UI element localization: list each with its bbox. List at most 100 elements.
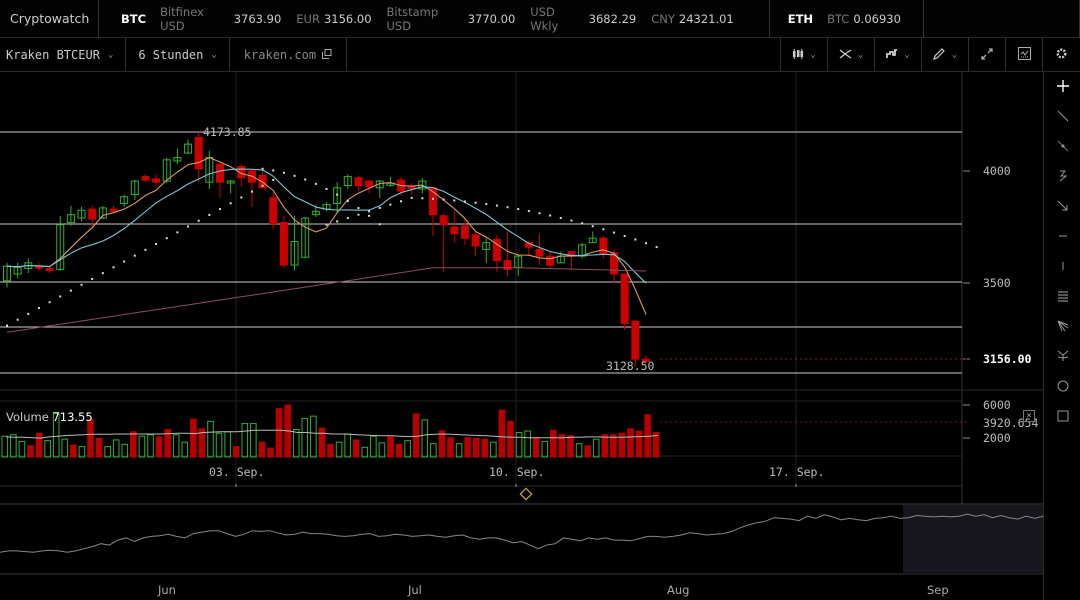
sar-dot xyxy=(69,289,72,292)
volume-bar xyxy=(215,432,223,458)
ray-tool[interactable] xyxy=(1044,132,1080,162)
rectangle-tool[interactable] xyxy=(1044,402,1080,432)
sar-dot xyxy=(282,171,285,174)
sar-dot xyxy=(155,243,158,246)
volume-bar xyxy=(361,446,369,458)
price-tick-4000: 4000 xyxy=(983,164,1011,178)
draw-button[interactable]: ⌄ xyxy=(922,38,969,72)
volume-bar xyxy=(387,436,394,458)
vertical-line-tool[interactable] xyxy=(1044,252,1080,282)
date-tick: 03. Sep. xyxy=(209,465,265,479)
line-tool[interactable] xyxy=(1044,102,1080,132)
candle-body xyxy=(492,238,501,262)
volume-bar xyxy=(61,438,69,458)
sar-dot xyxy=(538,212,541,215)
candle-body xyxy=(375,180,384,189)
volume-bar xyxy=(412,413,420,458)
volume-bar xyxy=(515,431,523,458)
settings-button[interactable] xyxy=(1043,38,1080,72)
volume-bar xyxy=(541,440,549,458)
sar-dot xyxy=(432,197,434,200)
quote-value[interactable]: 3682.29 xyxy=(588,11,637,26)
fib-fan-tool[interactable] xyxy=(1044,342,1080,372)
volume-bar xyxy=(464,437,471,458)
screenshot-button[interactable] xyxy=(1006,38,1043,72)
interval-select[interactable]: 6 Stunden ⌄ xyxy=(126,38,230,72)
vertical-line-icon xyxy=(1057,260,1069,275)
sar-dot xyxy=(101,272,104,275)
btc-symbol[interactable]: BTC xyxy=(121,11,147,26)
quote-value[interactable]: 3763.90 xyxy=(233,11,282,26)
candle-body xyxy=(77,209,86,219)
volume-bar xyxy=(335,441,343,458)
external-link-icon xyxy=(322,48,332,62)
volume-bar xyxy=(130,431,137,458)
sar-dot xyxy=(442,198,445,201)
low-annotation: 3128.50 xyxy=(606,359,655,373)
quote-value[interactable]: 3156.00 xyxy=(323,11,372,26)
volume-tick-2000: 2000 xyxy=(983,431,1011,445)
volume-bar xyxy=(575,443,583,458)
candle-body xyxy=(194,136,203,170)
candle-body xyxy=(152,178,161,183)
volume-bar xyxy=(481,438,489,458)
candle-body xyxy=(56,224,65,271)
navigator-month: Aug xyxy=(667,583,690,597)
sar-dot xyxy=(378,206,381,209)
price-chart[interactable] xyxy=(0,72,1043,600)
fan-tool[interactable] xyxy=(1044,312,1080,342)
volume-bar xyxy=(275,408,283,458)
arrow-tool[interactable] xyxy=(1044,192,1080,222)
parallel-lines-tool[interactable] xyxy=(1044,282,1080,312)
eth-symbol[interactable]: ETH xyxy=(787,11,814,26)
current-price-label: 3156.00 xyxy=(983,352,1032,366)
sar-dot xyxy=(623,234,626,237)
settings-gear-icon xyxy=(1055,47,1068,63)
candle-body xyxy=(311,210,320,216)
crosshair-tool[interactable] xyxy=(1044,72,1080,102)
sar-dot xyxy=(378,223,381,226)
parallel-lines-icon xyxy=(1057,290,1069,305)
quote-value[interactable]: 3770.00 xyxy=(467,11,516,26)
quote-value[interactable]: 24321.01 xyxy=(678,11,734,26)
horizontal-line-tool[interactable] xyxy=(1044,222,1080,252)
sar-dot xyxy=(389,203,392,206)
volume-bar xyxy=(378,442,386,458)
sar-dot xyxy=(463,200,466,203)
sar-dot xyxy=(559,216,562,219)
market-select[interactable]: Kraken BTCEUR ⌄ xyxy=(0,38,127,72)
volume-bar xyxy=(567,434,574,458)
curve-tool[interactable] xyxy=(1044,162,1080,192)
quote-label: Bitstamp USD xyxy=(386,4,439,33)
candle-body xyxy=(599,237,608,255)
volume-bar xyxy=(421,419,429,458)
toolbar-spacer xyxy=(347,38,781,71)
sar-dot xyxy=(591,225,594,228)
brand-logo[interactable]: Cryptowatch xyxy=(0,0,100,38)
sar-dot xyxy=(645,242,647,245)
candle-body xyxy=(642,358,650,362)
volume-bar xyxy=(592,438,600,458)
sar-dot xyxy=(219,208,221,211)
volume-bar xyxy=(232,446,240,458)
candle-type-button[interactable]: ⌄ xyxy=(781,38,828,72)
volume-bar xyxy=(147,434,154,458)
fullscreen-button[interactable] xyxy=(969,38,1006,72)
sar-dot xyxy=(325,187,328,190)
chart-style-button[interactable]: ⌄ xyxy=(875,38,922,72)
circle-tool[interactable] xyxy=(1044,372,1080,402)
crosshair-icon xyxy=(1056,79,1069,95)
exchange-link[interactable]: kraken.com xyxy=(230,38,348,72)
quote-label: USD Wkly xyxy=(530,4,559,33)
sar-dot xyxy=(59,295,62,298)
volume-bar xyxy=(447,437,454,458)
date-tick: 17. Sep. xyxy=(769,465,825,479)
sar-dot xyxy=(250,190,253,193)
indicators-button[interactable]: ⌄ xyxy=(828,38,875,72)
candle-body xyxy=(482,242,491,250)
close-volume-icon[interactable]: × xyxy=(1023,410,1035,422)
volume-bar xyxy=(181,441,189,458)
candle-body xyxy=(184,143,193,154)
ray-icon xyxy=(1057,140,1069,155)
quote-value[interactable]: 0.06930 xyxy=(853,11,901,26)
